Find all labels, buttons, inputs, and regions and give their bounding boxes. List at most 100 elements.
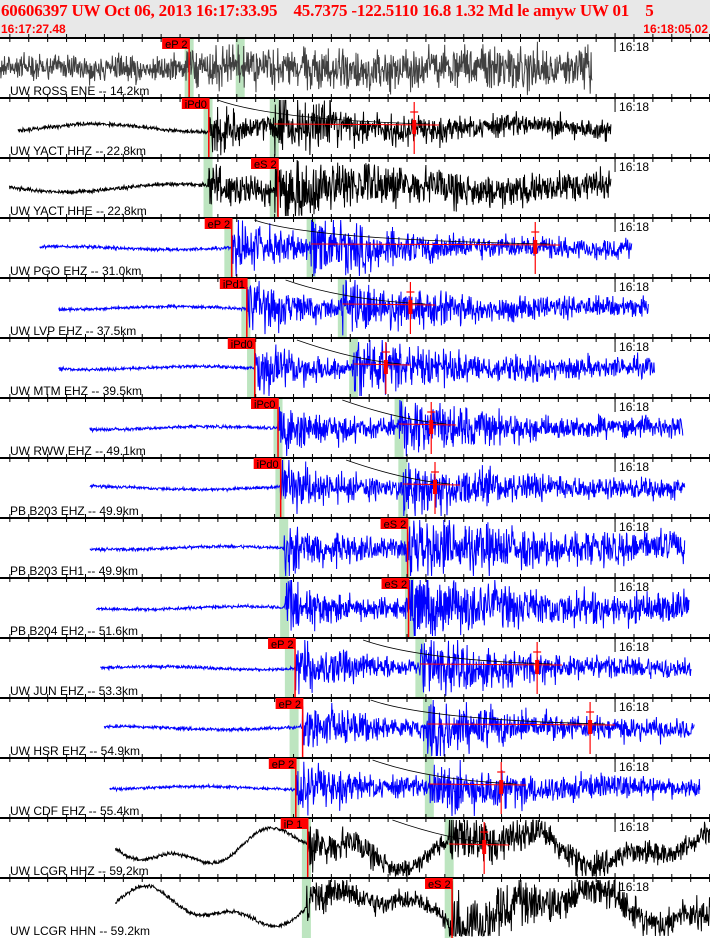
station-label: PB B204 EH2 -- 51.6km <box>10 624 138 638</box>
station-label: UW HSR EHZ -- 54.9km <box>10 744 140 758</box>
phase-pick-flag <box>219 278 247 289</box>
minute-label: 16:18 <box>619 160 649 174</box>
minute-label: 16:18 <box>619 880 649 894</box>
coda-fit-curve <box>342 399 447 425</box>
coda-level-line <box>353 363 411 366</box>
coda-fit-curve <box>254 219 551 245</box>
coda-level-line <box>274 123 440 126</box>
station-label: UW LCGR HHN -- 59.2km <box>10 924 150 938</box>
phase-pick-flag <box>280 818 308 829</box>
waveform-trace <box>96 579 690 637</box>
amplitude-cross-bar <box>408 300 413 314</box>
waveform-trace <box>89 399 684 457</box>
station-label: PB B203 EHZ -- 49.9km <box>10 504 139 518</box>
coda-level-line <box>449 843 510 846</box>
predicted-p-band <box>203 98 213 158</box>
predicted-p-band <box>301 818 311 878</box>
phase-pick-flag <box>251 398 279 409</box>
coda-fit-curve <box>296 339 401 365</box>
waveform-trace <box>58 279 649 336</box>
phase-pick-label: eS 2 <box>385 579 408 591</box>
amplitude-cross-bar <box>482 840 487 854</box>
amplitude-cross-bar <box>383 360 388 374</box>
minute-label: 16:18 <box>619 580 649 594</box>
phase-pick-flag <box>162 38 190 49</box>
coda-fit-curve <box>363 639 553 665</box>
phase-pick-label: eP 2 <box>279 699 301 711</box>
phase-pick-flag <box>253 458 281 469</box>
predicted-s-band <box>444 818 454 878</box>
coda-level-line <box>427 723 616 726</box>
phase-pick-label: iPd0 <box>231 339 253 351</box>
minute-label: 16:18 <box>619 520 649 534</box>
coda-fit-curve <box>392 819 500 845</box>
minute-label: 16:18 <box>619 700 649 714</box>
phase-pick-label: eS 2 <box>428 879 451 891</box>
coda-fit-curve <box>217 99 430 125</box>
predicted-s-band <box>444 878 454 938</box>
phase-pick-flag <box>204 218 232 229</box>
header-bar: 60606397 UW Oct 06, 2013 16:17:33.95 45.… <box>0 0 710 38</box>
minute-label: 16:18 <box>619 280 649 294</box>
station-label: UW LCGR HHZ -- 59.2km <box>10 864 149 878</box>
phase-pick-flag <box>275 698 303 709</box>
phase-pick-flag <box>380 518 408 529</box>
station-label: UW YACT HHZ -- 22.8km <box>10 144 146 158</box>
waveform-trace <box>114 879 710 938</box>
minute-label: 16:18 <box>619 40 649 54</box>
phase-pick-label: iPc0 <box>254 399 275 411</box>
station-label: UW JUN EHZ -- 53.3km <box>10 684 138 698</box>
minute-label: 16:18 <box>619 100 649 114</box>
waveform-trace <box>114 819 710 878</box>
phase-pick-flag <box>227 338 255 349</box>
waveform-trace <box>103 699 695 757</box>
amplitude-cross-bar <box>433 480 438 494</box>
end-time: 16:18:05.02 <box>643 22 708 36</box>
waveform-trace <box>39 219 633 277</box>
waveform-trace <box>0 41 593 96</box>
coda-level-line <box>429 783 527 786</box>
event-title: 60606397 UW Oct 06, 2013 16:17:33.95 45.… <box>1 1 654 20</box>
coda-fit-curve <box>372 759 517 785</box>
phase-pick-label: iPd0 <box>257 459 279 471</box>
coda-level-line <box>402 483 461 486</box>
phase-pick-flag <box>425 878 453 889</box>
waveform-trace <box>9 159 612 217</box>
minute-label: 16:18 <box>619 460 649 474</box>
phase-pick-label: eP 2 <box>208 219 230 231</box>
start-time: 16:17:27.48 <box>1 22 66 36</box>
phase-pick-flag <box>181 98 209 109</box>
waveform-trace <box>58 339 655 397</box>
station-label: UW CDF EHZ -- 55.4km <box>10 804 139 818</box>
amplitude-cross-bar <box>499 780 504 794</box>
coda-fit-curve <box>285 279 426 305</box>
coda-level-line <box>311 243 561 246</box>
coda-level-line <box>342 303 436 306</box>
station-label: UW MTM EHZ -- 39.5km <box>10 384 142 398</box>
station-label: UW RWW EHZ -- 49.1km <box>10 444 146 458</box>
minute-label: 16:18 <box>619 760 649 774</box>
phase-pick-label: eP 2 <box>165 39 187 51</box>
amplitude-cross-bar <box>429 420 434 434</box>
minute-label: 16:18 <box>619 820 649 834</box>
station-label: UW PGO EHZ -- 31.0km <box>10 264 141 278</box>
phase-pick-flag <box>251 158 279 169</box>
predicted-s-band <box>337 278 347 338</box>
waveform-trace <box>89 519 686 577</box>
phase-pick-label: eS 2 <box>254 159 277 171</box>
amplitude-cross-bar <box>412 120 417 134</box>
waveform-trace <box>109 759 701 817</box>
phase-pick-flag <box>381 578 409 589</box>
phase-pick-label: eP 2 <box>271 639 293 651</box>
waveform-trace <box>17 99 612 156</box>
station-label: UW YACT HHE -- 22.8km <box>10 204 147 218</box>
predicted-s-band <box>235 38 245 98</box>
amplitude-cross-bar <box>588 720 593 734</box>
coda-level-line <box>399 423 457 426</box>
station-label: PB B203 EH1 -- 49.9km <box>10 564 138 578</box>
phase-pick-label: iP 1 <box>284 819 303 831</box>
minute-label: 16:18 <box>619 400 649 414</box>
phase-pick-label: eP 2 <box>272 759 294 771</box>
phase-pick-flag <box>268 638 296 649</box>
